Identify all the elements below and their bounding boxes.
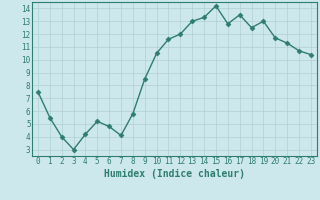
X-axis label: Humidex (Indice chaleur): Humidex (Indice chaleur) <box>104 169 245 179</box>
